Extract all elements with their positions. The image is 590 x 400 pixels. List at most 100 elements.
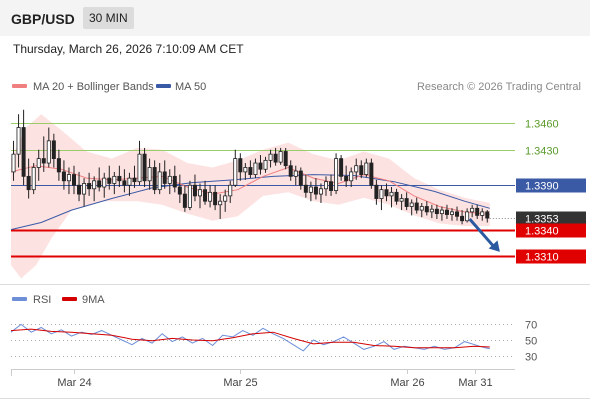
support-label: 1.3340 (525, 226, 559, 238)
candle-body-up (419, 206, 424, 211)
candle (112, 171, 117, 195)
chart-header: GBP/USD 30 MIN (0, 0, 590, 36)
rsi-line (10, 323, 490, 352)
x-axis-tick-label: Mar 24 (57, 377, 91, 389)
candle (444, 204, 449, 219)
candle-body-down (369, 162, 374, 186)
symbol-label: GBP/USD (11, 11, 75, 27)
candle (117, 165, 122, 188)
candle-body-up (293, 170, 298, 177)
candle (66, 167, 71, 195)
candle (303, 174, 308, 198)
candle (157, 163, 162, 195)
candle-body-up (318, 188, 323, 195)
candle (349, 167, 354, 188)
candle (177, 174, 182, 203)
candle (11, 140, 16, 181)
candle (273, 147, 278, 166)
support-tag (516, 249, 586, 264)
candle-body-up (46, 140, 51, 164)
timeframe-badge[interactable]: 30 MIN (83, 7, 134, 29)
rsi-plot-area: 70 50 30 (10, 320, 537, 364)
rsi-ma-legend-swatch (62, 297, 77, 301)
candle-body-down (424, 206, 429, 213)
chart-datetime: Thursday, March 26, 2026 7:10:09 AM CET (13, 42, 244, 56)
candle-body-up (364, 162, 369, 175)
candle (318, 183, 323, 203)
candle-body-down (192, 184, 197, 197)
candle (308, 181, 313, 202)
candle-body-up (137, 153, 142, 183)
candle-body-up (379, 189, 384, 199)
candle (238, 153, 243, 181)
candle-body-down (162, 171, 167, 184)
candle (97, 167, 102, 192)
candle-body-down (434, 208, 439, 215)
candle-body-up (480, 211, 485, 216)
candle-body-down (72, 174, 77, 186)
candle-body-up (233, 158, 238, 186)
candle (470, 204, 475, 218)
candle (132, 165, 137, 188)
x-axis-tick-label: Mar 25 (223, 377, 257, 389)
candle (122, 169, 127, 193)
candle (92, 176, 97, 202)
candle-body-up (127, 177, 132, 186)
candle-body-down (485, 211, 490, 219)
candle (449, 208, 454, 221)
candle-body-up (218, 200, 223, 206)
candle (127, 172, 132, 196)
candle-body-up (112, 175, 117, 184)
candle-body-down (61, 171, 66, 182)
candle-body-down (455, 211, 460, 217)
candle (21, 109, 26, 186)
candle (485, 210, 490, 223)
candle-body-down (313, 186, 318, 195)
candle-body-down (203, 189, 208, 202)
ma50-legend-label: MA 50 (175, 81, 206, 93)
candle-body-down (359, 165, 364, 175)
candle-body-up (36, 158, 41, 168)
candle (56, 149, 61, 181)
rsi-tick-label: 30 (525, 352, 537, 364)
candle-body-down (177, 186, 182, 195)
candle-body-up (197, 189, 202, 197)
candle (61, 160, 66, 190)
candle-body-up (253, 162, 258, 175)
candle-body-down (460, 215, 465, 222)
candle (243, 163, 248, 180)
candle-body-up (16, 127, 21, 155)
candle (389, 187, 394, 208)
candle-body-up (243, 167, 248, 173)
candle-body-up (263, 159, 268, 170)
research-credit: Research © 2026 Trading Central (417, 81, 581, 93)
candle-body-down (258, 162, 263, 170)
candle-body-up (187, 184, 192, 208)
candle (102, 172, 107, 198)
candle (258, 155, 263, 175)
candle (414, 197, 419, 214)
candle (107, 165, 112, 190)
rsi-ma-line (10, 328, 490, 349)
candle-body-down (172, 175, 177, 188)
candle-body-up (268, 153, 273, 161)
candle-body-down (107, 177, 112, 184)
candle-body-up (157, 171, 162, 191)
candle (339, 155, 344, 181)
candle (465, 208, 470, 223)
candle (460, 210, 465, 225)
last-price-label: 1.3353 (525, 214, 559, 226)
candle (384, 183, 389, 202)
candle (369, 158, 374, 189)
candle (228, 180, 233, 203)
candle-body-down (283, 151, 288, 167)
candle-body-up (228, 184, 233, 197)
candle (409, 199, 414, 216)
candle (268, 149, 273, 168)
candle (359, 160, 364, 179)
candle-body-down (414, 202, 419, 211)
candle-body-up (465, 211, 470, 222)
candle (354, 158, 359, 180)
candle (137, 140, 142, 186)
